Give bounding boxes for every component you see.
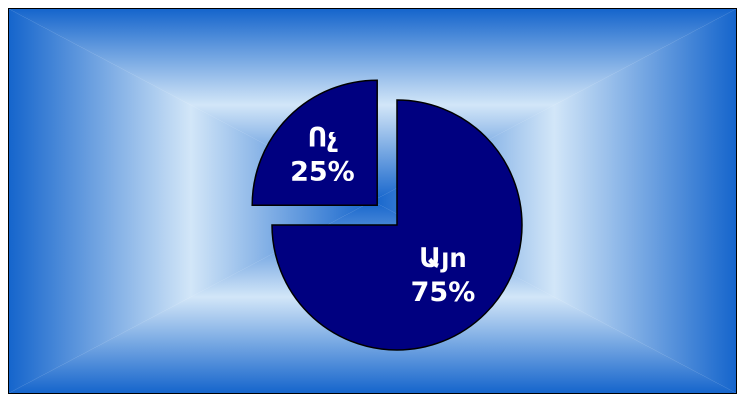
pie-label-2: Ոչ 25% <box>290 122 355 187</box>
pie-slice-1 <box>271 99 523 351</box>
background-left <box>9 9 373 393</box>
pie-label-1: Այո 75% <box>411 243 476 308</box>
pie-label-percent: 25% <box>290 156 355 187</box>
chart-frame: Այո 75% Ոչ 25% <box>8 8 737 394</box>
pie-slices <box>251 79 523 351</box>
pie-chart: Այո 75% Ոչ 25% <box>9 9 736 393</box>
pie-label-category: Այո <box>419 243 467 274</box>
pie-label-category: Ոչ <box>308 122 339 153</box>
background-right <box>372 9 736 393</box>
pie-label-percent: 75% <box>411 277 476 308</box>
pie-labels: Այո 75% Ոչ 25% <box>290 122 475 308</box>
pie-slice-2 <box>251 79 378 206</box>
